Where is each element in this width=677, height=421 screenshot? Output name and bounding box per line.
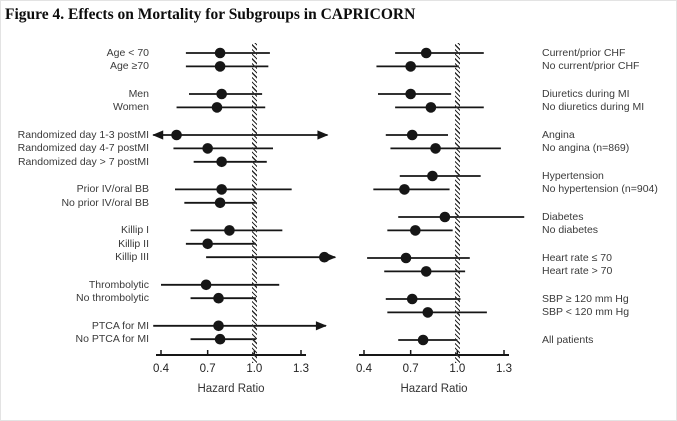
- row-label: Heart rate > 70: [542, 265, 613, 278]
- point-estimate: [224, 225, 235, 236]
- row-label: No PTCA for MI: [75, 333, 149, 346]
- point-estimate: [405, 61, 416, 72]
- point-estimate: [430, 143, 441, 154]
- tick-label: 1.0: [246, 363, 263, 375]
- row-label: Age < 70: [106, 47, 149, 59]
- row-label: No diabetes: [542, 224, 599, 237]
- point-estimate: [213, 320, 224, 332]
- point-estimate: [216, 156, 227, 168]
- point-estimate: [417, 334, 429, 346]
- point-estimate: [200, 279, 212, 291]
- point-estimate: [422, 307, 434, 318]
- row-label: All patients: [542, 334, 594, 346]
- axis-title: Hazard Ratio: [400, 383, 468, 395]
- point-estimate: [427, 170, 438, 182]
- reference-line-left: [251, 43, 257, 363]
- row-label: SBP < 120 mm Hg: [542, 306, 630, 319]
- row-label: Killip III: [115, 251, 149, 264]
- tick-label: 1.3: [293, 363, 309, 375]
- ci-arrow-right: [315, 321, 327, 331]
- point-estimate: [405, 88, 416, 100]
- point-estimate: [439, 211, 451, 223]
- point-estimate: [213, 292, 224, 304]
- row-label: No current/prior CHF: [542, 60, 640, 73]
- row-label: Killip I: [120, 224, 149, 237]
- point-estimate: [410, 225, 421, 236]
- tick-label: 0.4: [356, 363, 372, 375]
- point-estimate: [399, 184, 410, 195]
- row-label: No hypertension (n=904): [542, 183, 658, 196]
- point-estimate: [406, 129, 418, 141]
- row-label: Diabetes: [542, 211, 584, 223]
- axis-title: Hazard Ratio: [197, 383, 265, 395]
- point-estimate: [202, 238, 213, 250]
- row-label: Prior IV/oral BB: [76, 183, 149, 196]
- row-label: SBP ≥ 120 mm Hg: [542, 293, 629, 305]
- point-estimate: [214, 47, 226, 59]
- row-label: No thrombolytic: [76, 292, 149, 305]
- point-estimate: [216, 184, 227, 195]
- point-estimate: [214, 197, 226, 209]
- row-label: Killip II: [118, 237, 149, 250]
- tick-label: 0.7: [402, 363, 419, 375]
- tick-label: 0.4: [153, 363, 169, 375]
- row-label: No diuretics during MI: [542, 101, 645, 114]
- row-label: Randomized day > 7 postMI: [17, 155, 149, 168]
- tick-label: 1.0: [449, 363, 466, 375]
- row-label: Age ≥70: [109, 60, 149, 73]
- tick-label: 0.7: [199, 363, 216, 375]
- point-estimate: [211, 102, 223, 113]
- tick-label: 1.3: [496, 363, 512, 375]
- reference-line-right: [454, 43, 460, 363]
- ci-arrow-right: [317, 130, 329, 140]
- point-estimate: [216, 88, 227, 100]
- point-estimate: [420, 266, 432, 277]
- row-label: Women: [113, 101, 149, 114]
- row-label: Thrombolytic: [88, 278, 149, 291]
- point-estimate: [214, 61, 226, 72]
- point-estimate: [425, 102, 437, 113]
- row-label: No prior IV/oral BB: [61, 196, 149, 209]
- row-label: Heart rate ≤ 70: [542, 252, 612, 264]
- point-estimate: [319, 251, 330, 263]
- point-estimate: [202, 143, 213, 154]
- point-estimate: [214, 333, 226, 345]
- row-label: Men: [128, 88, 149, 100]
- point-estimate: [406, 293, 418, 305]
- row-label: Diuretics during MI: [542, 88, 630, 100]
- row-label: Angina: [542, 129, 575, 141]
- row-label: Randomized day 1-3 postMI: [17, 129, 149, 141]
- point-estimate: [400, 252, 412, 264]
- row-label: Current/prior CHF: [542, 47, 626, 59]
- row-label: Hypertension: [542, 170, 604, 182]
- ci-arrow-left: [152, 130, 164, 140]
- row-label: No angina (n=869): [542, 142, 630, 155]
- row-label: PTCA for MI: [91, 319, 149, 332]
- point-estimate: [420, 47, 432, 59]
- row-label: Randomized day 4-7 postMI: [17, 142, 149, 155]
- point-estimate: [171, 129, 182, 141]
- figure-title: Figure 4. Effects on Mortality for Subgr…: [5, 6, 416, 23]
